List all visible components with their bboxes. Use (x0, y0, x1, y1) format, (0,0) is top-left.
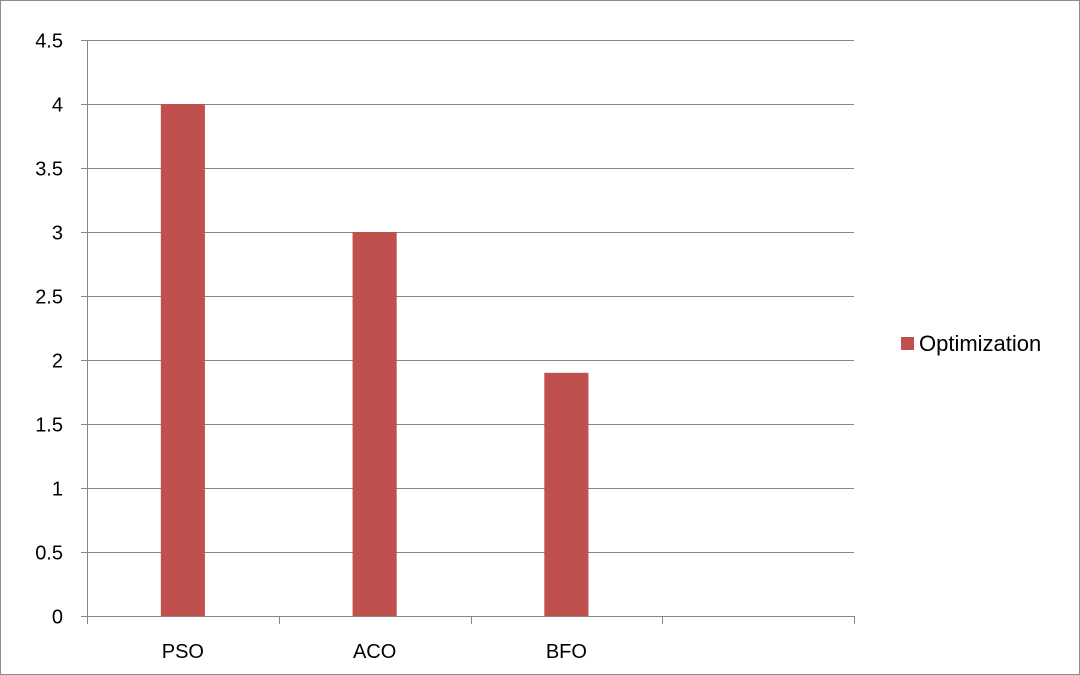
tick-labels: 0 0.5 1 1.5 2 2.5 3 3.5 4 4.5 PSO ACO BFO (35, 31, 587, 664)
legend-swatch-optimization (901, 337, 914, 350)
y-tick-label: 3 (52, 223, 63, 245)
x-tick-label: BFO (546, 641, 587, 663)
gridlines (87, 40, 854, 553)
legend: Optimization (901, 331, 1041, 356)
bars (160, 104, 589, 616)
x-tick-label: ACO (353, 641, 396, 663)
bar-aco (352, 232, 397, 616)
y-tick-label: 2 (52, 351, 63, 373)
y-tick-label: 4 (52, 95, 63, 117)
axes (81, 40, 855, 624)
x-tick-label: PSO (162, 641, 204, 663)
y-tick-label: 0 (52, 607, 63, 629)
y-tick-label: 1 (52, 479, 63, 501)
y-tick-label: 3.5 (35, 159, 63, 181)
y-tick-label: 2.5 (35, 287, 63, 309)
legend-label-optimization: Optimization (919, 331, 1041, 356)
y-tick-label: 1.5 (35, 415, 63, 437)
y-tick-label: 4.5 (35, 31, 63, 53)
y-tick-label: 0.5 (35, 543, 63, 565)
bar-pso (160, 104, 205, 616)
bar-bfo (544, 372, 589, 616)
